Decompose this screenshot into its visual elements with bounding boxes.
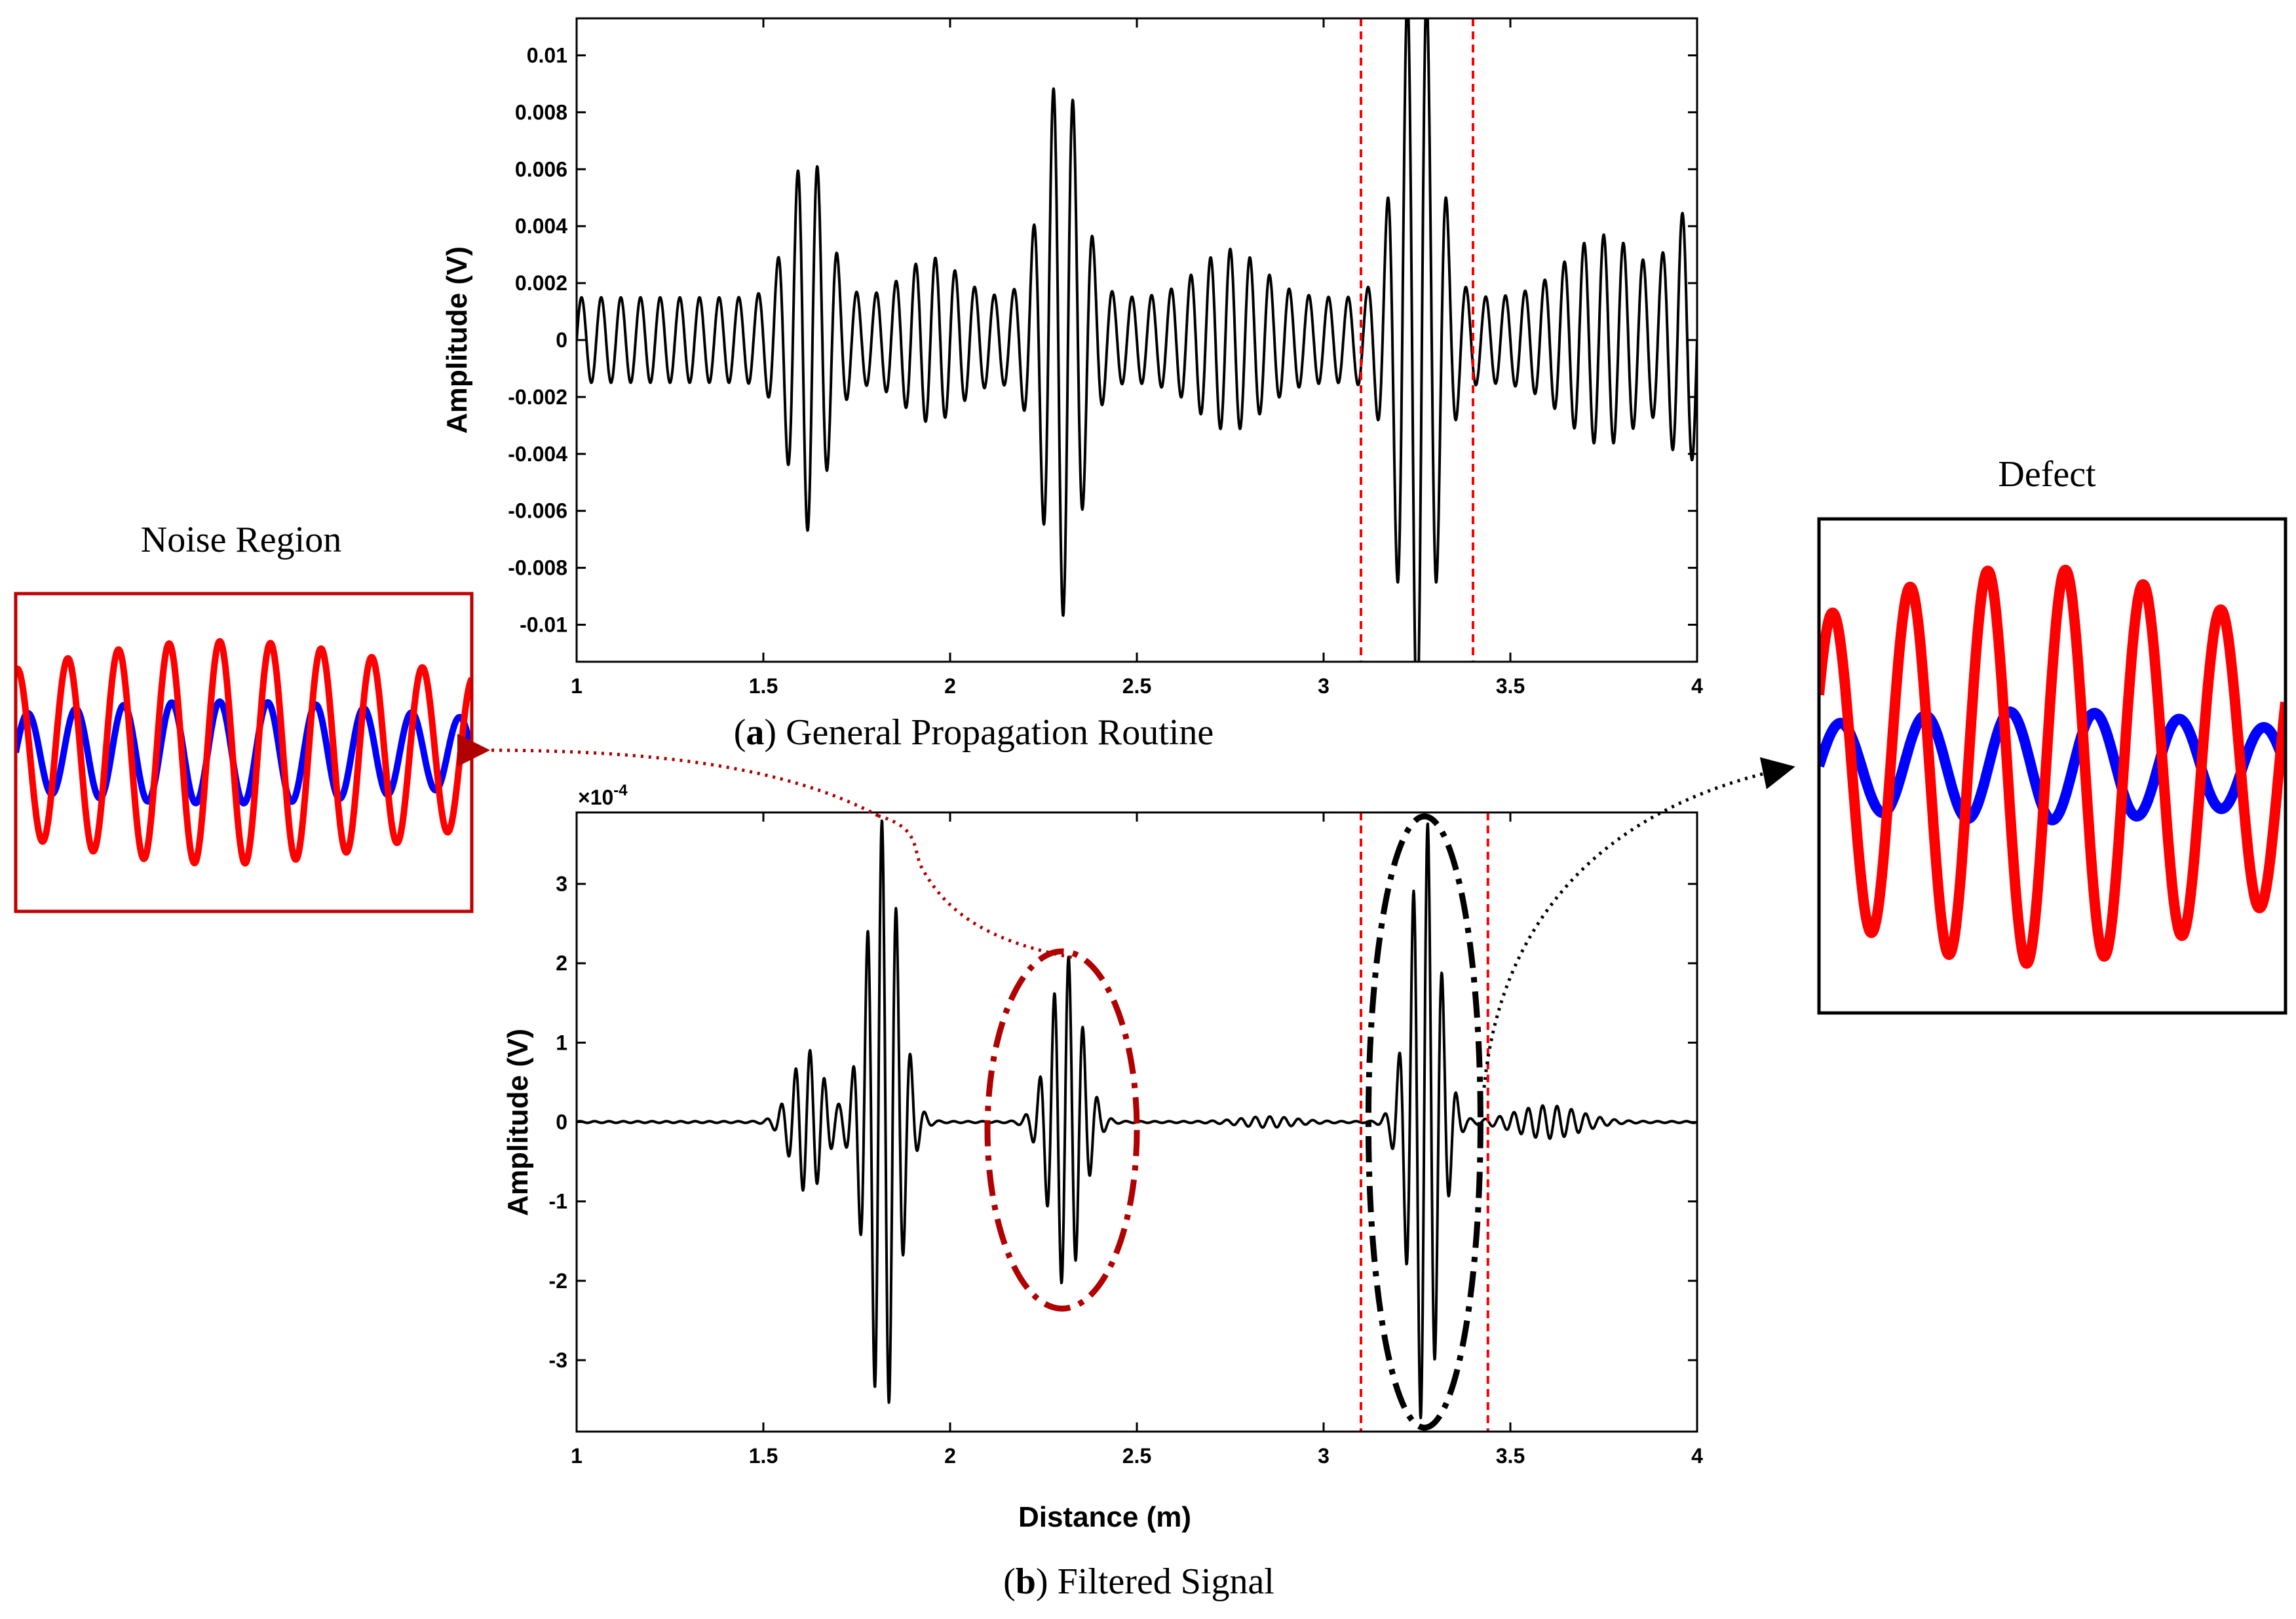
x-tick-label: 2 <box>944 1444 956 1468</box>
x-tick-label: 3.5 <box>1496 674 1525 698</box>
y-tick-label: 3 <box>556 872 567 896</box>
plot-b-exponent-label: ×10-4 <box>578 782 628 809</box>
plot-a: 1 1.5 2 2.5 3 3.5 4 0.01 0.008 0.006 0.004 0.002 0 -… <box>441 17 1703 698</box>
plot-b-x-ticks: 1 1.5 2 2.5 3 3.5 4 <box>571 812 1703 1468</box>
y-tick-label: -0.006 <box>508 499 567 523</box>
defect-inset: Defect <box>1817 454 2287 1015</box>
y-tick-label: 0 <box>556 1111 567 1134</box>
plot-a-y-label: Amplitude (V) <box>441 246 473 434</box>
plot-a-markers <box>1360 18 1474 662</box>
annotation-ellipse <box>984 948 1140 1312</box>
defect-title: Defect <box>1998 454 2096 495</box>
plot-a-traces <box>577 18 1697 662</box>
x-tick-label: 2.5 <box>1122 1444 1151 1468</box>
y-tick-label: 2 <box>556 951 567 975</box>
y-tick-label: 0.004 <box>515 214 567 238</box>
x-tick-label: 1 <box>571 1444 583 1468</box>
annotation-ellipse <box>1365 813 1483 1431</box>
plot-a-x-ticks: 1 1.5 2 2.5 3 3.5 4 <box>571 18 1703 698</box>
plot-b-y-ticks: 3 2 1 0 -1 -2 -3 <box>549 872 1697 1372</box>
noise-region-title: Noise Region <box>141 520 341 560</box>
inset-wave-blue <box>1819 706 2286 826</box>
noise-region-traces <box>16 638 472 867</box>
x-tick-label: 1.5 <box>749 1444 778 1468</box>
x-tick-label: 3 <box>1318 674 1330 698</box>
caption-b: (b) Filtered Signal <box>1003 1561 1274 1602</box>
x-tick-label: 4 <box>1691 1444 1703 1468</box>
defect-traces <box>1819 564 2286 969</box>
x-tick-label: 3.5 <box>1496 1444 1525 1468</box>
y-tick-label: 0.002 <box>515 271 567 295</box>
x-tick-label: 2.5 <box>1122 674 1151 698</box>
inset-wave-blue <box>16 698 472 807</box>
plot-b: 1 1.5 2 2.5 3 3.5 4 3 2 1 0 -1 -2 -3 ×10-4 Amplitude… <box>502 782 1703 1533</box>
y-tick-label: -0.002 <box>508 385 567 409</box>
y-tick-label: 0 <box>556 328 567 352</box>
y-tick-label: 0.006 <box>515 157 567 181</box>
y-tick-label: -0.008 <box>508 556 567 580</box>
inset-wave-red <box>1819 564 2286 969</box>
plot-b-y-label: Amplitude (V) <box>502 1029 534 1216</box>
noise-connector-arrow <box>457 733 879 818</box>
y-tick-label: -0.004 <box>508 442 567 466</box>
noise-connector-line <box>877 814 1075 960</box>
defect-connector-arrow <box>1482 757 1795 1088</box>
y-tick-label: 0.008 <box>515 100 567 124</box>
defect-frame <box>1817 517 2287 1015</box>
y-tick-label: -0.01 <box>520 613 567 637</box>
plot-a-y-ticks: 0.01 0.008 0.006 0.004 0.002 0 -0.002 -0.004 -0.… <box>508 43 1697 637</box>
signal-trace <box>577 18 1697 662</box>
x-tick-label: 1 <box>571 674 583 698</box>
y-tick-label: -2 <box>549 1269 567 1293</box>
plot-b-annotations <box>984 813 1483 1431</box>
plot-b-markers <box>1360 812 1489 1432</box>
caption-a: (a) General Propagation Routine <box>734 712 1214 753</box>
plot-b-x-label: Distance (m) <box>1018 1501 1191 1533</box>
y-tick-label: -3 <box>549 1348 567 1372</box>
x-tick-label: 3 <box>1318 1444 1330 1468</box>
x-tick-label: 1.5 <box>749 674 778 698</box>
y-tick-label: 0.01 <box>527 43 567 67</box>
noise-region-inset: Noise Region <box>14 520 474 913</box>
y-tick-label: 1 <box>556 1031 567 1054</box>
x-tick-label: 2 <box>944 674 956 698</box>
x-tick-label: 4 <box>1691 674 1703 698</box>
inset-wave-red <box>16 638 472 867</box>
y-tick-label: -1 <box>549 1190 567 1213</box>
